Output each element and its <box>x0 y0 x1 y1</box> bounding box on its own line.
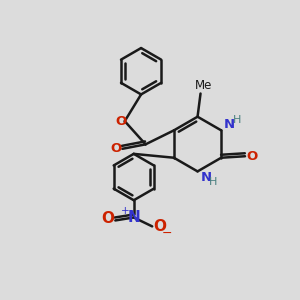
Text: O: O <box>153 220 166 235</box>
Text: −: − <box>162 226 172 239</box>
Text: O: O <box>246 150 257 163</box>
Text: H: H <box>209 177 217 187</box>
Text: O: O <box>101 212 114 226</box>
Text: Me: Me <box>195 79 212 92</box>
Text: O: O <box>115 115 127 128</box>
Text: N: N <box>128 210 140 225</box>
Text: +: + <box>121 206 129 216</box>
Text: O: O <box>110 142 122 155</box>
Text: N: N <box>224 118 235 131</box>
Text: H: H <box>232 115 241 125</box>
Text: N: N <box>200 171 211 184</box>
